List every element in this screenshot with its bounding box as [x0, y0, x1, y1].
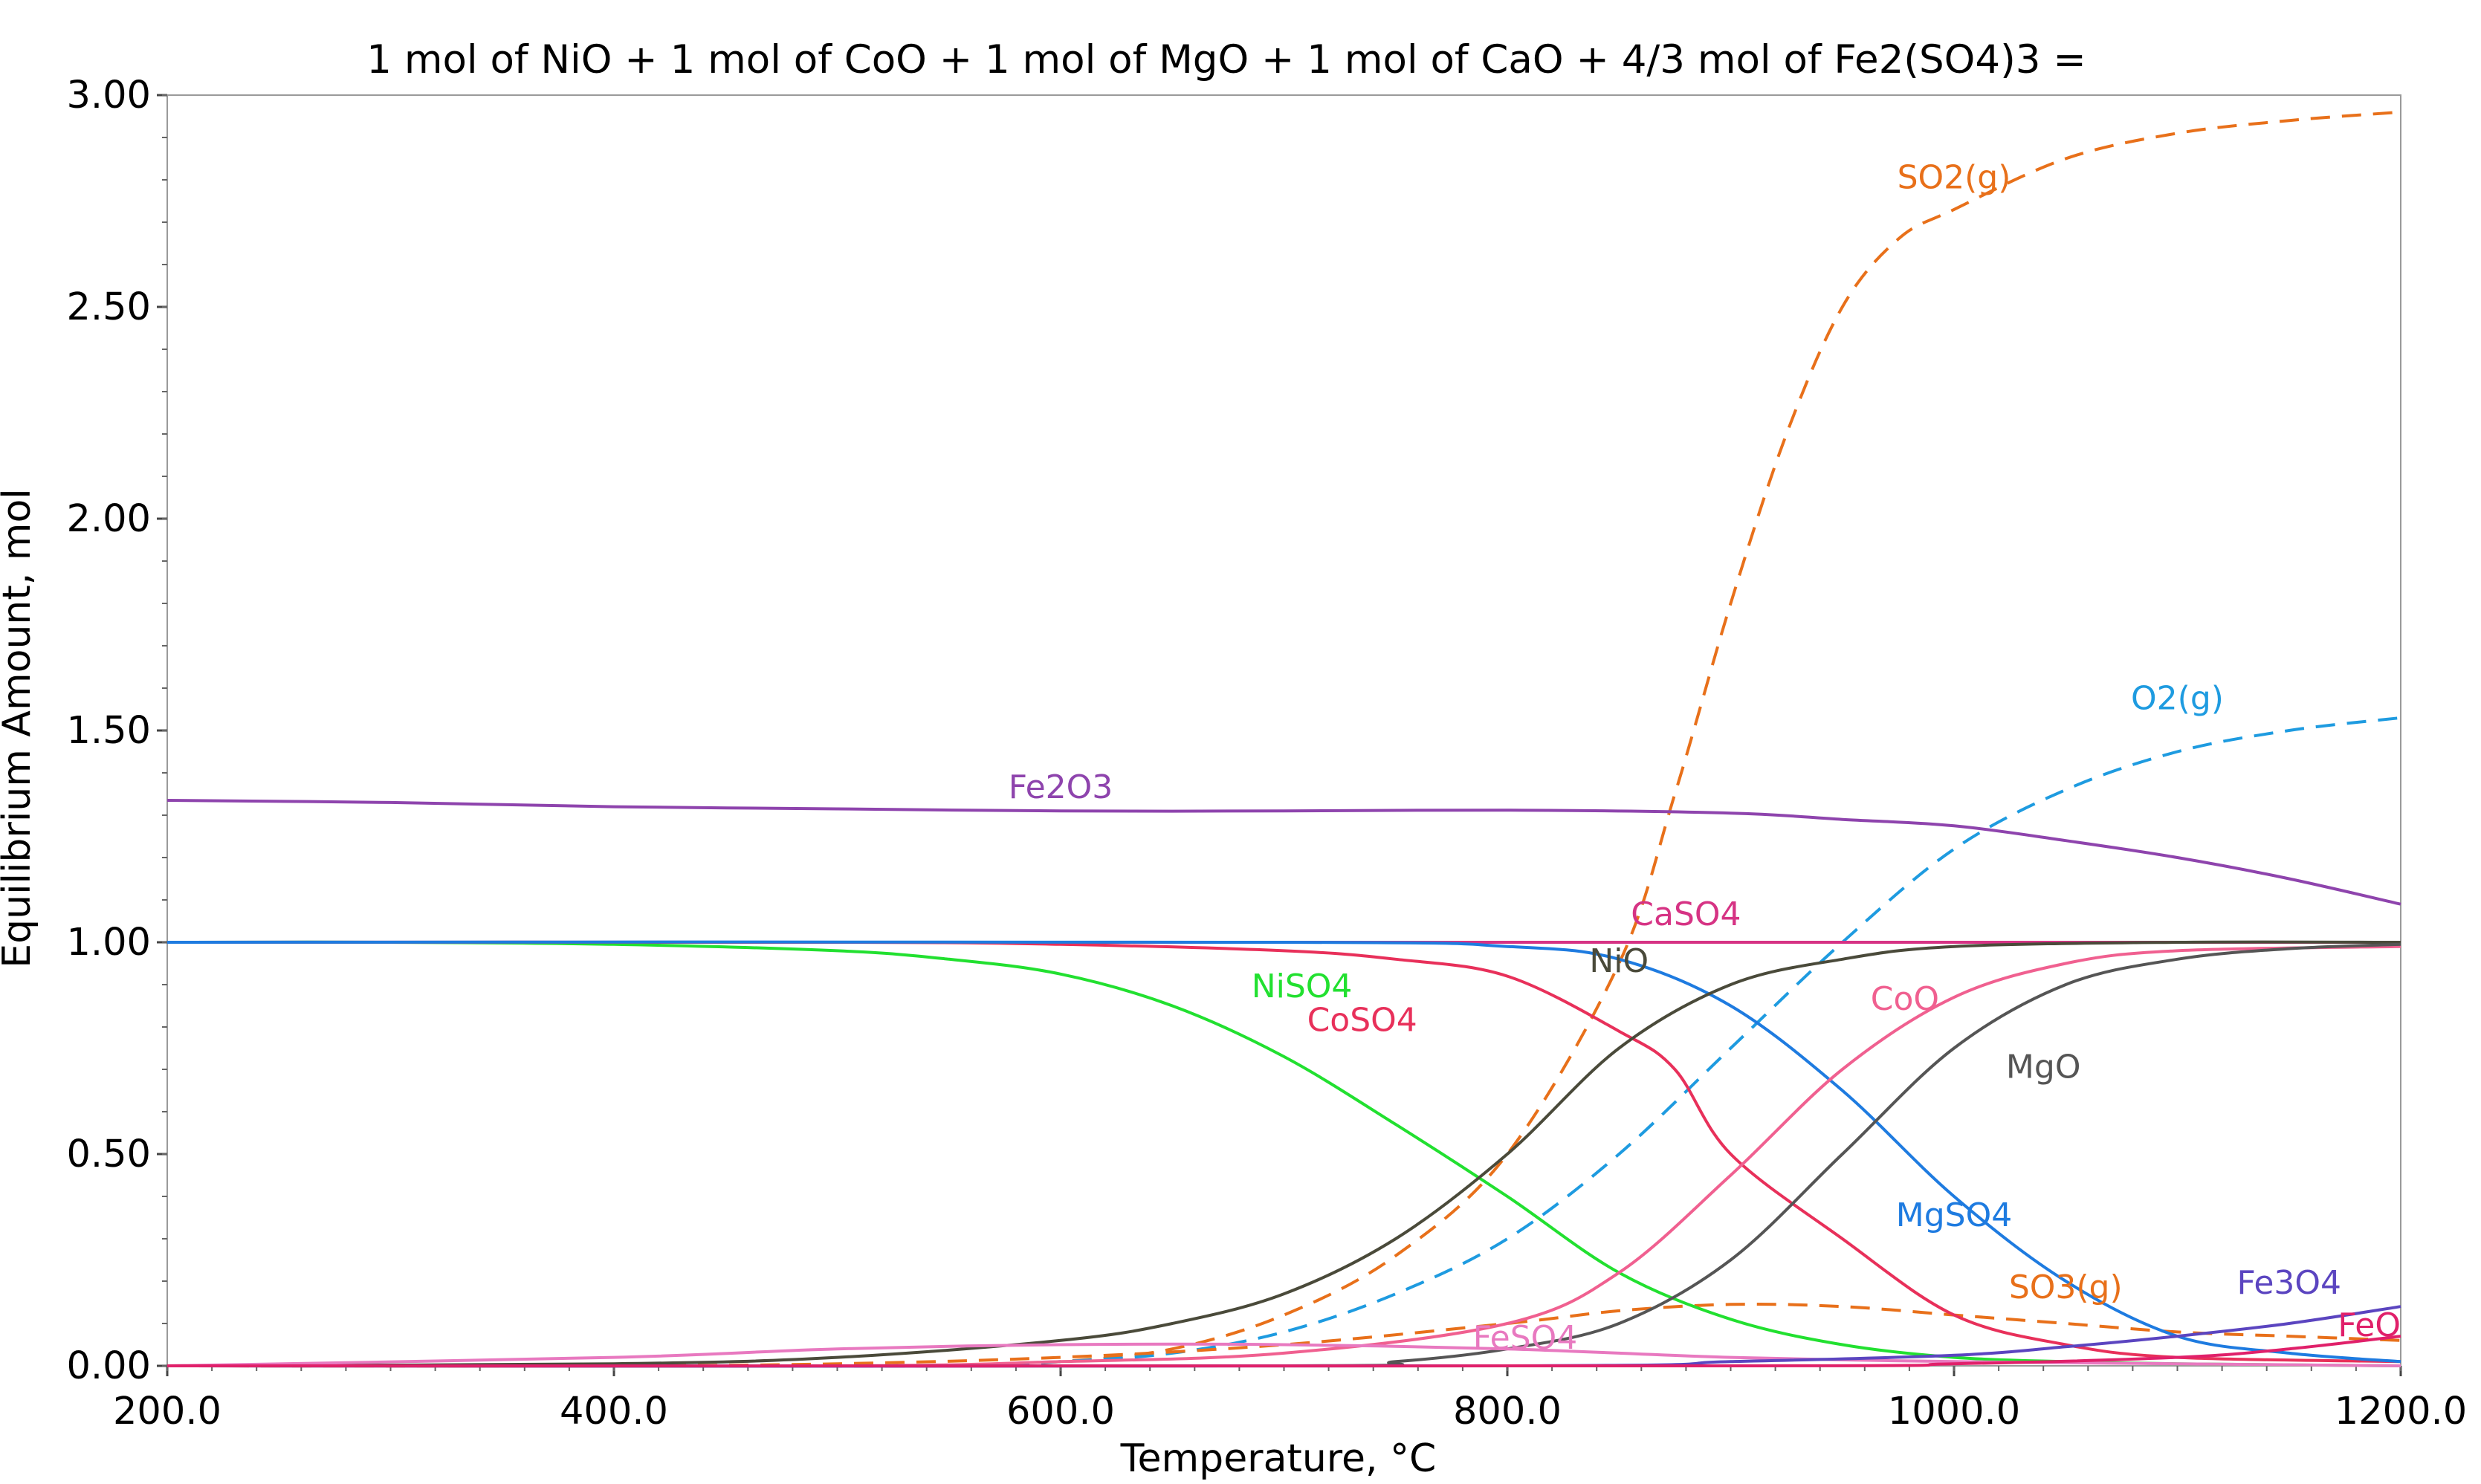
series-label-mgo: MgO: [2006, 1048, 2081, 1086]
series-label-mgso4: MgSO4: [1896, 1196, 2012, 1234]
chart-title: 1 mol of NiO + 1 mol of CoO + 1 mol of M…: [366, 37, 2086, 82]
y-tick-label: 3.00: [66, 74, 151, 117]
x-tick-label: 400.0: [560, 1390, 668, 1433]
series-label-caso4: CaSO4: [1631, 895, 1741, 933]
plot-area: [166, 94, 2401, 1367]
series-label-feso4: FeSO4: [1473, 1319, 1578, 1357]
y-tick-label: 0.00: [66, 1344, 151, 1388]
y-tick-label: 0.50: [66, 1133, 151, 1176]
series-lines: [166, 110, 2401, 1368]
x-tick-label: 600.0: [1006, 1390, 1115, 1433]
series-line-so2-g: [166, 110, 2401, 1368]
x-tick-label: 1200.0: [2335, 1390, 2467, 1433]
series-line-fe3o4: [166, 1305, 2401, 1368]
series-label-so3-g: SO3(g): [2009, 1268, 2123, 1306]
series-line-o2-g: [166, 716, 2401, 1368]
series-line-feo: [166, 1335, 2401, 1368]
series-label-nio: NiO: [1589, 942, 1649, 980]
y-tick-label: 1.50: [66, 709, 151, 753]
x-axis-title: Temperature, °C: [1120, 1436, 1437, 1481]
series-label-o2-g: O2(g): [2131, 680, 2224, 718]
series-line-mgso4: [166, 940, 2401, 1364]
x-tick-label: 800.0: [1453, 1390, 1562, 1433]
y-tick-label: 2.00: [66, 497, 151, 541]
series-label-fe2o3: Fe2O3: [1009, 768, 1113, 806]
series-label-niso4: NiSO4: [1252, 968, 1353, 1005]
x-tick-label: 200.0: [113, 1390, 221, 1433]
series-label-fe3o4: Fe3O4: [2236, 1264, 2341, 1302]
y-axis-title: Equilibrium Amount, mol: [0, 488, 39, 968]
series-label-coso4: CoSO4: [1307, 1002, 1417, 1040]
series-line-so3-g: [166, 1303, 2401, 1368]
series-line-niso4: [166, 940, 2401, 1367]
x-tick-label: 1000.0: [1888, 1390, 2020, 1433]
axes: 0.00 0.50 1.00 1.50 2.00 2.50 3.00 200.0 400.0 60…: [66, 74, 2467, 1433]
series-line-nio: [166, 940, 2401, 1367]
series-line-fe2o3: [166, 799, 2401, 906]
y-tick-label: 2.50: [66, 285, 151, 329]
series-label-so2-g: SO2(g): [1898, 158, 2011, 196]
y-tick-label: 1.00: [66, 921, 151, 965]
series-label-feo: FeO: [2338, 1306, 2401, 1344]
series-label-coo: CoO: [1871, 980, 1939, 1018]
